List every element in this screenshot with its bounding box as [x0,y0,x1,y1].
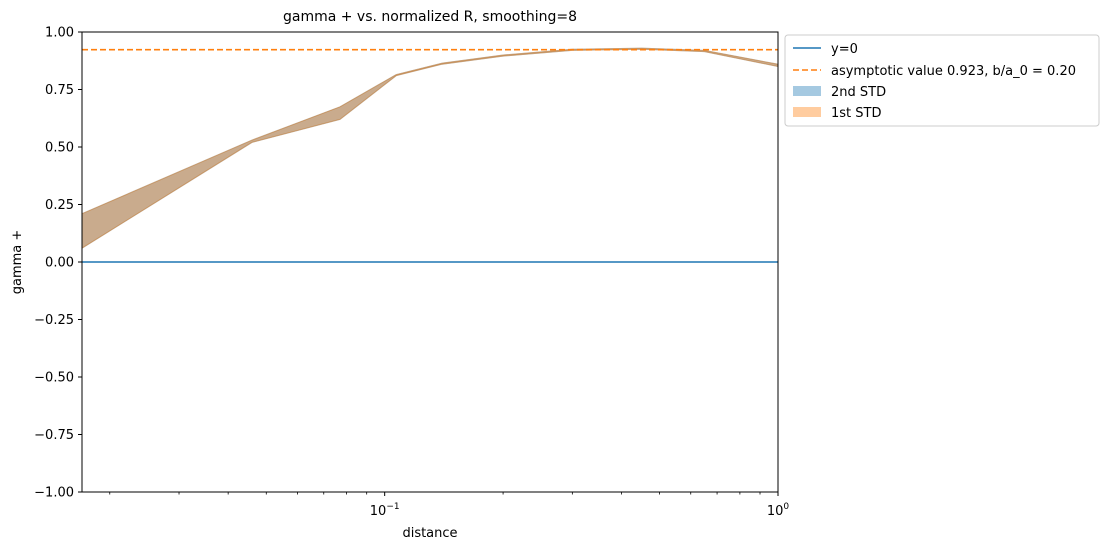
y-tick-label: 0.75 [45,83,74,98]
y-tick-label: −0.75 [34,428,74,443]
y-tick-label: 0.50 [45,141,74,156]
y-tick-label: 0.25 [45,198,74,213]
reference-lines [82,48,778,263]
chart-title: gamma + vs. normalized R, smoothing=8 [283,9,577,25]
y-axis-label: gamma + [10,230,25,295]
band-2nd-std [81,47,779,250]
y-tick-label: 1.00 [45,26,74,41]
y-tick-label: −1.00 [34,486,74,501]
y-tick-label: −0.25 [34,313,74,328]
legend-swatch-2nd-std [793,86,821,96]
legend-label-y0: y=0 [831,42,858,57]
y-tick-label: −0.50 [34,371,74,386]
legend-swatch-1st-std [793,107,821,117]
x-axis: 10−1 100 [109,492,790,519]
legend-frame [784,34,1100,127]
legend: y=0 asymptotic value 0.923, b/a_0 = 0.20… [784,34,1100,127]
x-axis-label: distance [402,526,457,541]
legend-label-asymptote: asymptotic value 0.923, b/a_0 = 0.20 [831,64,1076,79]
bands [81,47,779,250]
legend-label-2nd-std: 2nd STD [831,85,886,100]
x-tick-label: 10−1 [370,502,400,519]
band-1st-std [81,47,779,250]
y-axis: −1.00 −0.75 −0.50 −0.25 0.00 0.25 0.50 0.75 1.00 [34,26,82,501]
x-tick-label: 100 [767,502,790,519]
legend-label-1st-std: 1st STD [831,106,881,121]
y-tick-label: 0.00 [45,256,74,271]
